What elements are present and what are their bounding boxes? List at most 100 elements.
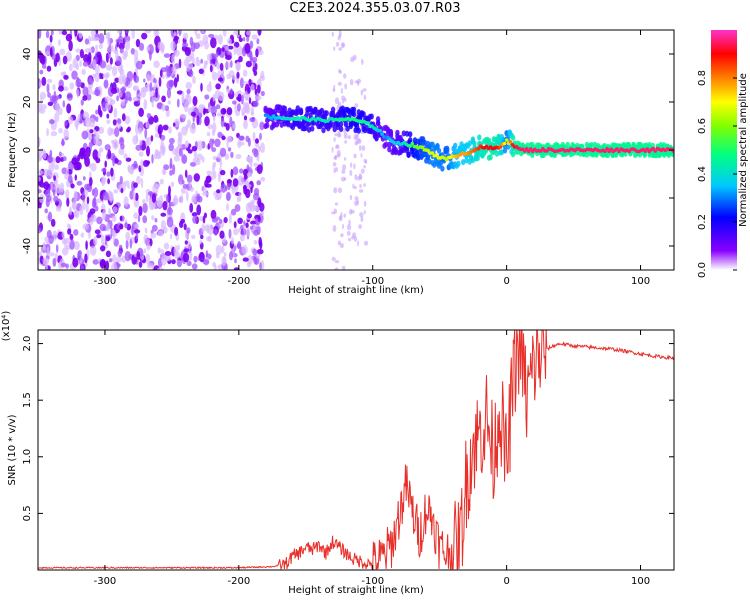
- noise-speck: [111, 229, 116, 236]
- noise-speck: [242, 257, 249, 262]
- noise-speck: [226, 107, 233, 116]
- noise-speck: [333, 187, 338, 194]
- noise-speck: [78, 32, 83, 39]
- y-tick-label: -20: [22, 190, 33, 206]
- signal-halo-point: [321, 127, 326, 134]
- noise-speck: [95, 116, 99, 123]
- noise-speck: [233, 221, 237, 229]
- noise-speck: [343, 97, 347, 102]
- noise-speck: [349, 208, 353, 215]
- noise-speck: [172, 148, 179, 156]
- noise-speck: [65, 189, 70, 199]
- noise-speck: [53, 195, 59, 203]
- noise-speck: [246, 156, 254, 161]
- noise-speck: [40, 244, 47, 254]
- noise-speck: [151, 193, 157, 203]
- noise-speck: [38, 108, 46, 114]
- noise-speck: [145, 137, 150, 148]
- noise-speck: [108, 208, 111, 215]
- noise-speck: [85, 202, 89, 213]
- noise-speck: [250, 220, 257, 225]
- noise-speck: [39, 194, 45, 204]
- noise-speck: [92, 36, 100, 42]
- noise-speck: [236, 71, 240, 79]
- noise-speck: [243, 220, 246, 227]
- noise-speck: [74, 30, 78, 37]
- noise-speck: [50, 131, 58, 137]
- noise-speck: [230, 208, 237, 216]
- noise-speck: [155, 87, 158, 98]
- noise-speck: [358, 144, 362, 152]
- noise-speck: [129, 238, 133, 249]
- noise-speck: [131, 30, 135, 40]
- noise-speck: [159, 69, 163, 78]
- noise-speck: [347, 135, 351, 140]
- noise-speck: [58, 39, 61, 46]
- signal-halo-point: [461, 159, 466, 166]
- noise-speck: [75, 63, 80, 71]
- noise-speck: [222, 108, 226, 114]
- noise-speck: [95, 109, 98, 115]
- noise-speck: [94, 72, 100, 83]
- noise-speck: [144, 30, 152, 34]
- noise-speck: [98, 126, 105, 134]
- noise-speck: [244, 42, 251, 54]
- noise-speck: [205, 175, 212, 184]
- noise-speck: [195, 56, 200, 62]
- signal-core-point: [380, 132, 384, 136]
- noise-speck: [60, 71, 66, 76]
- noise-speck: [146, 145, 150, 157]
- noise-speck: [144, 227, 148, 234]
- signal-halo-point: [324, 110, 329, 117]
- noise-speck: [92, 149, 99, 161]
- noise-speck: [66, 197, 70, 207]
- signal-halo-point: [552, 152, 557, 159]
- noise-speck: [105, 101, 112, 111]
- noise-speck: [244, 103, 250, 113]
- noise-speck: [334, 260, 340, 264]
- noise-speck: [196, 204, 202, 216]
- noise-speck: [43, 168, 50, 177]
- signal-halo-point: [356, 127, 361, 134]
- noise-speck: [161, 103, 166, 112]
- noise-speck: [92, 59, 97, 69]
- noise-speck: [255, 48, 259, 58]
- noise-speck: [214, 216, 220, 221]
- noise-speck: [105, 223, 111, 232]
- noise-speck: [209, 138, 214, 149]
- noise-speck: [249, 40, 254, 49]
- noise-speck: [168, 143, 174, 152]
- noise-speck: [227, 38, 232, 45]
- noise-speck: [252, 204, 260, 212]
- noise-speck: [253, 70, 258, 76]
- noise-speck: [353, 134, 357, 141]
- noise-speck: [252, 131, 256, 142]
- noise-speck: [119, 68, 125, 76]
- noise-speck: [124, 251, 131, 262]
- signal-halo-point: [408, 131, 413, 138]
- noise-speck: [60, 182, 64, 193]
- noise-speck: [214, 195, 221, 201]
- noise-speck: [74, 174, 78, 181]
- noise-speck: [107, 36, 111, 46]
- noise-speck: [194, 30, 198, 36]
- noise-speck: [101, 176, 107, 185]
- noise-speck: [230, 88, 233, 95]
- noise-speck: [332, 225, 337, 232]
- noise-speck: [256, 180, 262, 186]
- noise-speck: [111, 262, 118, 270]
- noise-speck: [154, 184, 160, 189]
- noise-speck: [245, 135, 250, 143]
- noise-speck: [94, 89, 101, 96]
- noise-speck: [210, 209, 217, 220]
- noise-speck: [334, 97, 340, 105]
- noise-speck: [111, 215, 117, 222]
- noise-speck: [96, 234, 102, 239]
- signal-halo-point: [393, 149, 398, 156]
- noise-speck: [123, 153, 128, 159]
- noise-speck: [181, 91, 185, 102]
- noise-speck: [337, 133, 342, 138]
- colorbar-tick-label: 0.6: [697, 118, 708, 134]
- x-tick-label: -300: [94, 576, 117, 587]
- noise-speck: [50, 30, 54, 36]
